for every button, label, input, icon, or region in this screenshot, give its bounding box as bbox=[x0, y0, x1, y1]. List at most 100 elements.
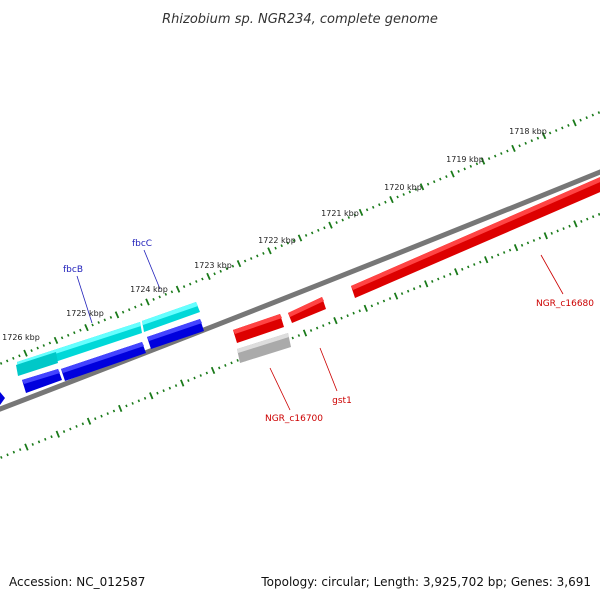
gene-feature-gst1[interactable] bbox=[288, 297, 326, 323]
inner-scale-tick bbox=[18, 448, 22, 452]
inner-scale-tick bbox=[309, 329, 313, 332]
inner-scale-tick bbox=[94, 417, 97, 421]
outer-scale-tick bbox=[579, 118, 582, 122]
inner-scale-tick bbox=[484, 256, 489, 264]
outer-scale-tick bbox=[206, 272, 211, 280]
inner-scale-tick bbox=[50, 435, 53, 439]
scale-label-1723: 1723 kbp bbox=[194, 261, 232, 270]
outer-scale-tick bbox=[365, 208, 369, 212]
outer-scale-tick bbox=[426, 182, 430, 186]
outer-scale-tick bbox=[60, 336, 64, 340]
inner-scale-tick bbox=[187, 379, 190, 382]
outer-scale-tick bbox=[36, 346, 39, 350]
inner-scale-tick bbox=[12, 450, 16, 454]
gene-feature-left-1[interactable] bbox=[22, 369, 62, 393]
outer-scale-tick bbox=[188, 282, 192, 286]
inner-scale-tick bbox=[0, 455, 3, 459]
inner-scale-tick bbox=[297, 334, 301, 337]
pseudo-feature-NGR_c16700[interactable] bbox=[237, 333, 291, 363]
outer-scale-tick bbox=[450, 170, 455, 178]
gene-feature-NGR_c16680[interactable] bbox=[351, 175, 600, 298]
inner-scale-tick bbox=[156, 391, 159, 395]
outer-scale-tick bbox=[73, 331, 76, 335]
scale-label-1720: 1720 kbp bbox=[384, 183, 422, 192]
inner-scale-tick bbox=[573, 220, 578, 228]
outer-scale-tick bbox=[145, 298, 150, 306]
inner-scale-tick bbox=[363, 304, 368, 312]
cds-feature-fbcB-left[interactable] bbox=[16, 352, 58, 376]
outer-scale-tick bbox=[419, 183, 425, 191]
outer-scale-track bbox=[0, 111, 600, 365]
outer-scale-tick bbox=[236, 260, 242, 268]
gene-feature-fbcC[interactable] bbox=[147, 319, 204, 349]
inner-scale-tick bbox=[218, 366, 221, 370]
scale-label-1726: 1726 kbp bbox=[2, 333, 40, 342]
outer-scale-tick bbox=[597, 111, 600, 115]
inner-scale-tick bbox=[591, 215, 595, 219]
inner-scale-tick bbox=[143, 396, 147, 400]
outer-scale-tick bbox=[175, 285, 181, 293]
outer-scale-tick bbox=[541, 132, 547, 140]
scale-label-1722: 1722 kbp bbox=[258, 236, 296, 245]
gene-label-gst1[interactable]: gst1 bbox=[332, 396, 352, 406]
outer-scale-tick bbox=[548, 131, 552, 135]
inner-scale-tick bbox=[473, 263, 476, 266]
inner-scale-tick bbox=[112, 409, 116, 413]
outer-scale-tick bbox=[249, 257, 253, 260]
inner-scale-tick bbox=[137, 399, 141, 403]
outer-scale-tick bbox=[371, 205, 375, 209]
gene-label-NGR_c16680[interactable]: NGR_c16680 bbox=[536, 299, 594, 309]
outer-scale-tick bbox=[0, 361, 3, 365]
inner-scale-tick bbox=[62, 430, 66, 433]
outer-scale-tick bbox=[591, 113, 595, 117]
inner-scale-tick bbox=[490, 255, 494, 259]
inner-scale-tick bbox=[502, 251, 506, 254]
gene-feature-NGR_c16700[interactable] bbox=[233, 314, 284, 343]
gene-label-fbcC[interactable]: fbcC bbox=[132, 239, 152, 249]
inner-scale-tick bbox=[180, 379, 185, 387]
inner-scale-tick bbox=[210, 366, 216, 375]
inner-scale-tick bbox=[580, 220, 583, 223]
inner-scale-tick bbox=[24, 443, 29, 451]
outer-scale-tick bbox=[445, 175, 448, 179]
outer-scale-tick bbox=[12, 356, 15, 360]
cds-feature-fbcC[interactable] bbox=[142, 302, 200, 332]
gene-feature-edge[interactable] bbox=[0, 392, 5, 406]
inner-scale-tick bbox=[291, 336, 294, 340]
outer-scale-tick bbox=[310, 231, 314, 235]
outer-scale-tick bbox=[262, 251, 265, 255]
outer-scale-tick bbox=[213, 272, 216, 276]
inner-scale-tick bbox=[125, 404, 128, 408]
inner-scale-tick bbox=[393, 292, 399, 300]
outer-scale-tick bbox=[323, 226, 326, 230]
outer-scale-tick bbox=[18, 354, 21, 358]
inner-scale-tick bbox=[168, 386, 172, 390]
gene-label-NGR_c16700[interactable]: NGR_c16700 bbox=[265, 414, 323, 424]
inner-scale-tick bbox=[224, 364, 227, 367]
inner-scale-tick bbox=[106, 412, 109, 416]
outer-scale-tick bbox=[561, 126, 564, 130]
inner-scale-tick bbox=[431, 280, 434, 283]
inner-scale-tick bbox=[526, 241, 530, 245]
gene-feature-fbcB[interactable] bbox=[61, 342, 146, 381]
inner-scale-tick bbox=[443, 275, 446, 279]
outer-scale-tick bbox=[480, 157, 486, 165]
outer-scale-tick bbox=[79, 328, 82, 332]
outer-scale-tick bbox=[335, 221, 338, 225]
outer-scale-tick bbox=[304, 233, 308, 237]
inner-scale-tick bbox=[538, 236, 542, 240]
outer-scale-tick bbox=[219, 269, 222, 273]
outer-scale-tick bbox=[469, 164, 473, 168]
scale-label-1725: 1725 kbp bbox=[66, 309, 104, 318]
gene-label-fbcB[interactable]: fbcB bbox=[63, 265, 83, 275]
outer-scale-tick bbox=[347, 216, 351, 219]
inner-scale-tick bbox=[302, 329, 308, 337]
outer-scale-tick bbox=[91, 323, 94, 327]
leader-fbcB bbox=[76, 275, 93, 324]
outer-scale-tick bbox=[317, 228, 320, 232]
outer-scale-tick bbox=[164, 292, 168, 296]
inner-scale-tick bbox=[424, 280, 429, 288]
outer-scale-tick bbox=[225, 267, 229, 271]
outer-scale-tick bbox=[48, 341, 52, 345]
leader-fbcC bbox=[143, 249, 161, 290]
